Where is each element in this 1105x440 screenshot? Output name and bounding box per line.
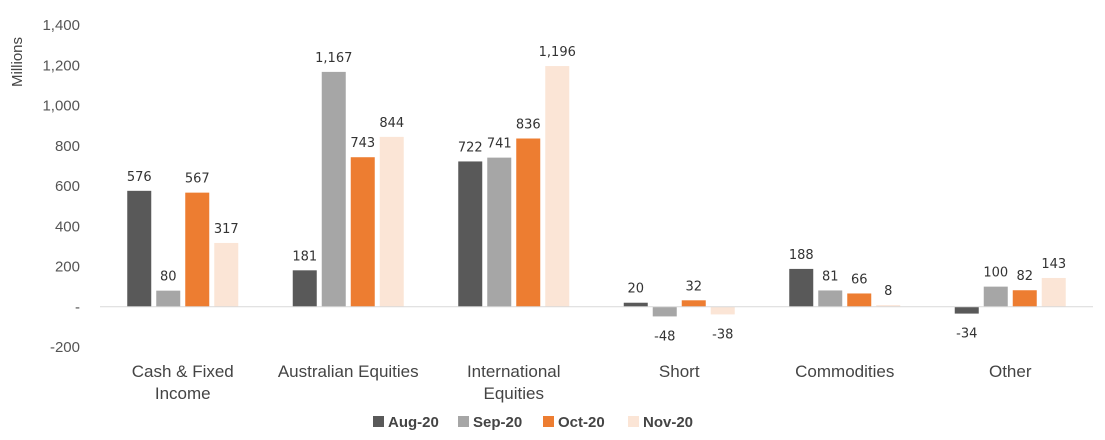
data-label: -48 xyxy=(654,329,675,344)
category-label: Other xyxy=(989,362,1032,381)
bar xyxy=(185,192,210,307)
legend-swatch xyxy=(543,416,554,427)
data-label: 1,167 xyxy=(315,51,352,66)
data-label: 188 xyxy=(789,248,814,263)
bar xyxy=(127,190,152,307)
data-label: 844 xyxy=(379,116,404,131)
legend-label: Aug-20 xyxy=(388,414,439,431)
legend-swatch xyxy=(458,416,469,427)
bar xyxy=(652,306,677,317)
bar xyxy=(458,161,483,307)
data-label: 82 xyxy=(1016,269,1033,284)
legend-label: Oct-20 xyxy=(558,414,605,431)
bar xyxy=(710,306,735,315)
bars xyxy=(127,66,1066,317)
data-labels: 576 80 567 317 181 1,167 743 844 722 741 836 1,196 2… xyxy=(127,45,1066,344)
bar xyxy=(292,270,317,307)
data-label: 32 xyxy=(685,279,702,294)
data-label: 836 xyxy=(516,118,541,133)
bar xyxy=(1012,290,1037,307)
bar xyxy=(214,242,239,307)
bar xyxy=(983,286,1008,307)
legend-label: Sep-20 xyxy=(473,414,522,431)
y-tick-label: 1,200 xyxy=(42,57,80,74)
bar xyxy=(623,302,648,307)
category-label: Short xyxy=(659,362,700,381)
data-label: 81 xyxy=(822,269,839,284)
bar xyxy=(321,71,346,307)
data-label: 80 xyxy=(160,270,177,285)
data-label: 66 xyxy=(851,272,868,287)
bar xyxy=(1041,277,1066,307)
y-tick-label: -200 xyxy=(50,339,80,356)
y-axis-label: Millions xyxy=(9,37,26,87)
data-label: 143 xyxy=(1041,257,1066,272)
legend-label: Nov-20 xyxy=(643,414,693,431)
legend-swatch xyxy=(628,416,639,427)
data-label: 20 xyxy=(627,282,644,297)
category-label: Commodities xyxy=(795,362,894,381)
category-label: International xyxy=(467,362,561,381)
y-tick-label: 400 xyxy=(55,218,80,235)
data-label: 743 xyxy=(350,136,375,151)
bar xyxy=(847,293,872,307)
data-label: -34 xyxy=(956,327,977,342)
y-tick-label: 1,000 xyxy=(42,98,80,115)
bar xyxy=(379,136,404,307)
category-labels: Cash & Fixed Income Australian Equities Int… xyxy=(132,362,1032,403)
bar xyxy=(954,306,979,314)
data-label: 722 xyxy=(458,140,483,155)
data-label: -38 xyxy=(712,327,733,342)
y-axis-ticks: 1,400 1,200 1,000 800 600 400 200 - -200 xyxy=(42,17,80,356)
y-tick-label: 800 xyxy=(55,138,80,155)
y-tick-label: 1,400 xyxy=(42,17,80,34)
category-label: Income xyxy=(155,384,211,403)
data-label: 317 xyxy=(214,222,239,237)
data-label: 576 xyxy=(127,170,152,185)
legend-swatch xyxy=(373,416,384,427)
data-label: 8 xyxy=(884,284,892,299)
bar xyxy=(818,290,843,307)
data-label: 741 xyxy=(487,137,512,152)
bar xyxy=(516,138,541,307)
y-tick-label: - xyxy=(75,299,80,316)
category-label: Equities xyxy=(484,384,544,403)
bar xyxy=(487,157,512,307)
y-tick-label: 600 xyxy=(55,178,80,195)
category-label: Cash & Fixed xyxy=(132,362,234,381)
data-label: 181 xyxy=(292,249,317,264)
category-label: Australian Equities xyxy=(278,362,419,381)
bar xyxy=(789,268,814,307)
y-tick-label: 200 xyxy=(55,259,80,276)
bar xyxy=(876,305,901,307)
legend: Aug-20 Sep-20 Oct-20 Nov-20 xyxy=(373,414,693,431)
bar xyxy=(350,157,375,307)
bar xyxy=(681,300,706,307)
data-label: 100 xyxy=(983,266,1008,281)
bar xyxy=(545,66,570,307)
data-label: 567 xyxy=(185,172,210,187)
data-label: 1,196 xyxy=(539,45,576,60)
bar xyxy=(156,290,181,307)
